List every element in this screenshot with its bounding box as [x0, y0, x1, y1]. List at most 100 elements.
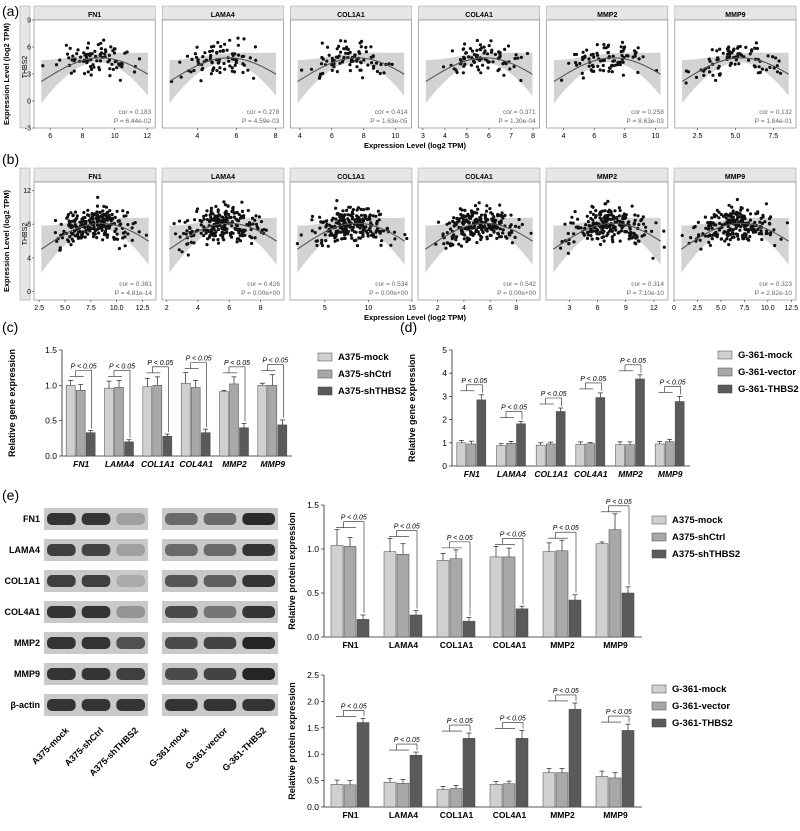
data-point: [137, 230, 141, 234]
bar: [568, 599, 582, 638]
data-point: [350, 236, 354, 240]
legend-label: A375-shCtrl: [672, 532, 725, 543]
data-point: [106, 60, 110, 64]
facet-title: FN1: [88, 12, 101, 19]
data-point: [313, 231, 317, 235]
data-point: [692, 226, 696, 230]
blot-band: [116, 637, 145, 649]
data-point: [733, 62, 737, 66]
data-point: [359, 218, 363, 222]
data-point: [299, 233, 303, 237]
data-point: [569, 221, 573, 225]
y-strip: [19, 5, 31, 129]
data-point: [73, 210, 78, 214]
significance-label: P < 0.05: [109, 363, 135, 370]
data-point: [199, 231, 203, 235]
y-axis-label: Expression Level (log2 TPM): [2, 189, 11, 292]
data-point: [257, 215, 261, 219]
data-point: [252, 76, 256, 80]
data-point: [729, 212, 733, 216]
data-point: [492, 215, 496, 219]
data-point: [207, 235, 211, 239]
bar: [65, 385, 76, 457]
data-point: [204, 231, 208, 235]
data-point: [710, 226, 714, 230]
category-label: COL1A1: [440, 640, 474, 650]
data-point: [359, 213, 364, 217]
data-point: [772, 228, 776, 232]
data-point: [130, 226, 134, 230]
data-point: [60, 236, 65, 240]
data-point: [121, 231, 126, 235]
data-point: [344, 227, 348, 231]
data-point: [736, 211, 740, 215]
data-point: [478, 216, 482, 220]
data-point: [343, 236, 347, 240]
blot-band: [47, 513, 76, 525]
data-point: [490, 212, 494, 216]
data-point: [112, 47, 116, 51]
legend-label: G-361-mock: [738, 350, 793, 361]
data-point: [477, 68, 481, 72]
data-point: [228, 64, 232, 68]
data-point: [633, 213, 637, 217]
x-tick-label: 12.5: [784, 305, 798, 312]
data-point: [463, 42, 467, 46]
blot-band: [47, 575, 76, 587]
data-point: [234, 227, 238, 231]
facet-mmp2: MMP2 cor = 0.258 P = 8.63e-03 4 6 8 10: [546, 5, 669, 140]
blot-band: [203, 513, 237, 525]
data-point: [478, 47, 482, 51]
facet-lama4: LAMA4 cor = 0.426 P = 0.00e+00 2 4 6 8: [161, 167, 285, 312]
data-point: [126, 232, 130, 236]
x-tick-label: 5.0: [731, 133, 741, 140]
data-point: [195, 45, 199, 49]
facet-mmp9: MMP9 cor = 0.132 P = 1.84e-01 2.5 5.0 7.5: [674, 5, 797, 140]
data-point: [606, 231, 610, 235]
data-point: [73, 234, 77, 238]
data-point: [374, 230, 378, 234]
bar: [343, 546, 357, 638]
blot-row-label: LAMA4: [9, 545, 40, 555]
significance-label: P < 0.05: [500, 715, 526, 722]
data-point: [102, 224, 106, 228]
blot-band: [203, 668, 237, 680]
data-point: [211, 226, 215, 230]
data-point: [637, 223, 641, 227]
data-point: [83, 235, 87, 239]
data-point: [730, 51, 734, 55]
data-point: [366, 232, 370, 236]
x-tick-label: 6: [330, 133, 334, 140]
data-point: [608, 66, 612, 70]
data-point: [519, 55, 524, 60]
data-point: [779, 237, 783, 241]
data-point: [488, 227, 492, 231]
data-point: [590, 69, 594, 73]
x-tick-label: 8: [362, 133, 366, 140]
data-point: [444, 246, 448, 250]
data-point: [487, 223, 491, 227]
data-point: [707, 240, 711, 244]
data-point: [86, 70, 90, 74]
data-point: [97, 231, 101, 235]
data-point: [706, 227, 710, 231]
data-point: [364, 45, 368, 50]
data-point: [254, 58, 258, 62]
data-point: [496, 214, 500, 218]
data-point: [326, 244, 330, 248]
data-point: [224, 215, 228, 219]
data-point: [362, 58, 366, 62]
data-point: [498, 227, 502, 231]
data-point: [376, 209, 380, 213]
facet-col1a1: COL1A1 cor = 0.534 P = 0.00e+00 5 10 15: [289, 167, 416, 312]
data-point: [53, 218, 58, 223]
data-point: [78, 230, 82, 234]
x-tick-label: 5: [465, 133, 469, 140]
data-point: [355, 65, 359, 69]
data-point: [188, 226, 192, 230]
data-point: [730, 218, 734, 222]
data-point: [208, 219, 212, 223]
data-point: [750, 48, 754, 52]
data-point: [650, 229, 654, 233]
data-point: [385, 226, 389, 230]
